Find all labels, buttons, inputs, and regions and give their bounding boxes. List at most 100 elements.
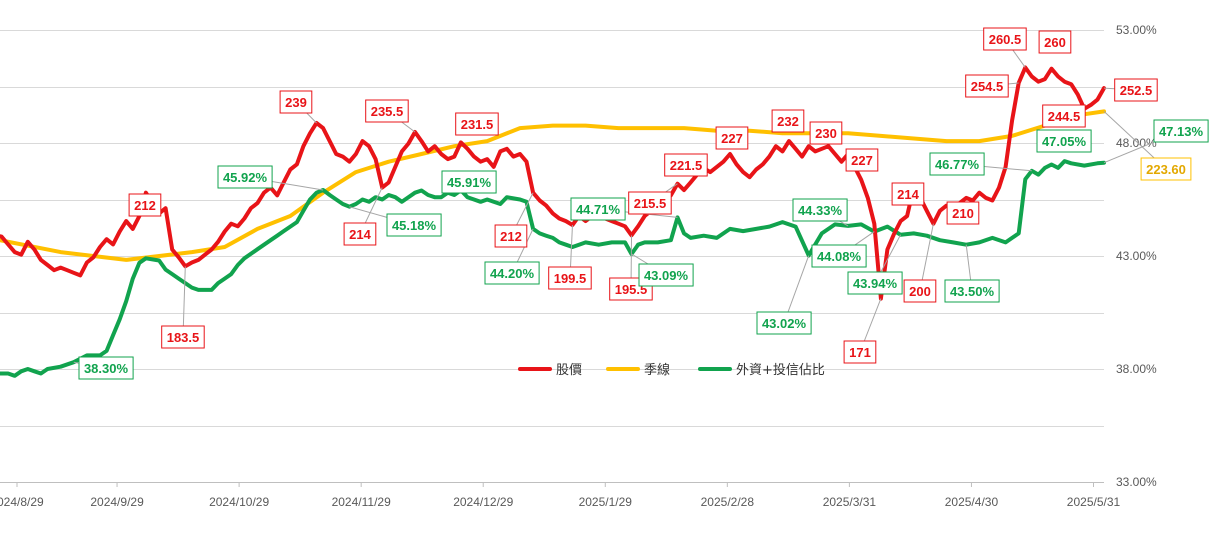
price-label: 239 [285,95,307,110]
price-label: 232 [777,114,799,129]
price-label: 244.5 [1048,109,1081,124]
x-tick-label: 2025/5/31 [1067,495,1121,509]
ratio-label-box [792,198,848,222]
y-tick-label: 53.00% [1116,23,1157,37]
price-label: 230 [815,126,837,141]
price-label-box [965,74,1009,98]
quarterly-ma-line [0,109,1106,262]
price-label: 212 [134,198,156,213]
price-label-box [628,191,672,215]
price-label: 212 [500,229,522,244]
price-label: 171 [849,345,871,360]
ratio-label: 45.91% [447,175,492,190]
price-label-box [891,182,925,206]
ratio-label-box [756,311,812,335]
price-label: 199.5 [554,271,587,286]
x-tick-label: 2024/8/29 [0,495,44,509]
ma-label-box [1140,157,1192,181]
x-tick-label: 2025/1/29 [579,495,633,509]
price-label-box [455,112,499,136]
y-tick-label: 38.00% [1116,362,1157,376]
x-tick-label: 2025/4/30 [945,495,999,509]
price-label: 200 [909,284,931,299]
price-label: 231.5 [461,117,494,132]
x-tick-label: 2024/9/29 [90,495,144,509]
ratio-label-box [847,271,903,295]
ratio-label: 46.77% [935,157,980,172]
price-label: 221.5 [670,158,703,173]
leader-line [182,266,186,338]
price-label: 235.5 [371,104,404,119]
price-label: 214 [897,187,919,202]
price-label-box [365,99,409,123]
ratio-label: 45.92% [223,170,268,185]
price-label-box [494,224,528,248]
price-label-box [903,279,937,303]
x-tick-label: 2024/12/29 [453,495,513,509]
price-label-box [343,222,377,246]
ratio-label-box [484,261,540,285]
ratio-label-box [1153,119,1209,143]
ratio-label: 43.02% [762,316,807,331]
ratio-label: 47.13% [1159,124,1204,139]
price-label-box [279,90,313,114]
price-label: 254.5 [971,79,1004,94]
ratio-label-box [217,165,273,189]
price-label-box [715,126,749,150]
ratio-label: 43.50% [950,284,995,299]
price-label-box [983,27,1027,51]
ratio-label: 43.94% [853,276,898,291]
price-label: 227 [721,131,743,146]
ratio-label-box [929,152,985,176]
price-label: 260 [1044,35,1066,50]
ratio-label-box [944,279,1000,303]
y-tick-label: 33.00% [1116,475,1157,489]
price-label-box [809,121,843,145]
price-label-box [1042,104,1086,128]
legend: 股價 季線 外資+投信佔比 [518,362,825,378]
ratio-label-box [1036,129,1092,153]
price-label-box [1038,30,1072,54]
ratio-label-box [441,170,497,194]
price-label-box [548,266,592,290]
ratio-label: 47.05% [1042,134,1087,149]
price-label-box [128,193,162,217]
price-label: 214 [349,227,371,242]
price-label: 215.5 [634,196,667,211]
y-tick-label: 43.00% [1116,249,1157,263]
legend-label: 外資+投信佔比 [736,362,825,378]
ratio-label-box [638,263,694,287]
price-label: 252.5 [1120,83,1153,98]
price-label-box [845,148,879,172]
ratio-label-box [811,244,867,268]
price-label-box [664,153,708,177]
price-label: 260.5 [989,32,1022,47]
legend-label: 股價 [556,363,582,378]
x-tick-label: 2025/2/28 [701,495,755,509]
ratio-label: 44.08% [817,249,862,264]
ratio-label-box [386,213,442,237]
data-labels: 212183.5239214235.5231.5212199.5195.5215… [78,27,1209,380]
price-label-box [771,109,805,133]
price-label: 227 [851,153,873,168]
ratio-label-box [570,197,626,221]
price-label: 183.5 [167,330,200,345]
x-tick-label: 2024/10/29 [209,495,269,509]
ma-label: 223.60 [1146,162,1186,177]
price-label-box [946,201,980,225]
price-label-box [161,325,205,349]
legend-label: 季線 [644,362,670,378]
ratio-label-box [78,356,134,380]
ratio-label: 45.18% [392,218,437,233]
ratio-label: 44.71% [576,202,621,217]
ratio-label: 44.20% [490,266,535,281]
x-tick-label: 2024/11/29 [332,495,391,509]
x-tick-label: 2025/3/31 [823,495,877,509]
axes: 33.00% 38.00% 43.00% 48.00% 53.00% 2024/8/29 2… [0,23,1157,509]
price-label-box [843,340,877,364]
y-tick-label: 48.00% [1116,136,1157,150]
ratio-label: 44.33% [798,203,843,218]
price-label: 210 [952,206,974,221]
